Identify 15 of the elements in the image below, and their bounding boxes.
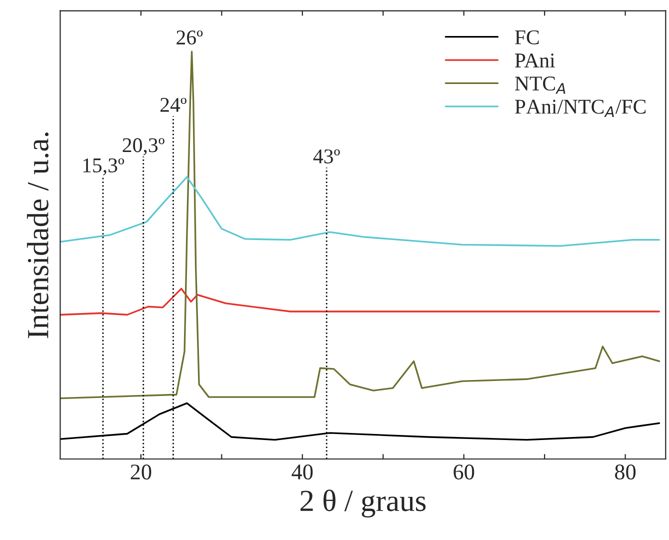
ref-line-label: 43º [313,149,340,164]
x-axis-title: 2 θ / graus [300,490,426,518]
x-tick-label: 80 [615,464,636,480]
annotation: 26º [176,30,203,45]
ref-line-label: 24º [160,98,186,112]
legend-label: FC [515,30,539,44]
legend-label: PAni/NTC$_{A}$/FC [515,100,646,117]
y-axis-title: Intensidade / u.a. [26,132,49,338]
ref-line-label: 15,3º [83,158,124,176]
x-tick-label: 20 [130,464,152,480]
legend-label: PAni [515,54,555,68]
x-tick-label: 40 [292,464,313,480]
legend-label: NTC$_{A}$ [515,76,566,94]
x-tick-label: 60 [454,464,474,480]
ref-line-label: 20,3º [122,138,164,156]
